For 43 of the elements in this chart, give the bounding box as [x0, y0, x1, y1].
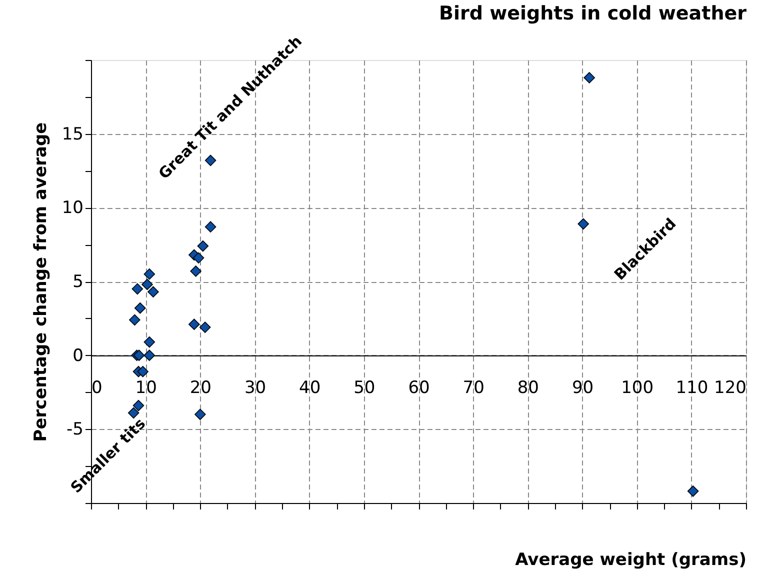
- x-tick-label: 50: [354, 378, 376, 398]
- y-tick-label: 5: [72, 272, 84, 292]
- x-tick-label: 120: [714, 378, 746, 398]
- point: [578, 218, 589, 230]
- y-tick-label: -5: [66, 420, 84, 440]
- point: [584, 72, 595, 84]
- x-tick-label: 110: [676, 378, 708, 398]
- y-axis-title: Percentage change from average: [30, 122, 51, 442]
- x-tick-label: 30: [244, 378, 266, 398]
- point: [148, 286, 159, 298]
- point: [134, 302, 146, 314]
- x-tick-label: 0: [92, 378, 102, 398]
- x-tick-label: 100: [621, 378, 654, 398]
- x-tick-label: 20: [190, 378, 212, 398]
- point: [199, 322, 211, 333]
- x-tick-label: 70: [462, 378, 484, 398]
- point: [188, 318, 200, 330]
- y-tick-label: 15: [62, 124, 84, 144]
- y-tick-label: 10: [62, 198, 84, 218]
- point: [144, 350, 156, 361]
- x-tick-label: 40: [299, 378, 321, 398]
- point: [128, 407, 140, 419]
- point: [129, 314, 140, 326]
- point: [132, 283, 144, 295]
- point: [197, 240, 209, 252]
- x-axis-title: Average weight (grams): [515, 550, 746, 570]
- point: [204, 221, 216, 233]
- x-tick-label: 90: [572, 378, 594, 398]
- chart-title: Bird weights in cold weather: [439, 2, 748, 25]
- point: [144, 336, 156, 348]
- point: [687, 486, 699, 497]
- point: [190, 266, 202, 277]
- point: [142, 278, 153, 290]
- point: [194, 408, 206, 420]
- y-tick-label: 0: [72, 346, 84, 366]
- x-tick-label: 60: [408, 378, 430, 398]
- x-tick-label: 10: [135, 378, 157, 398]
- point: [132, 400, 144, 412]
- point: [144, 268, 156, 280]
- point: [192, 252, 204, 264]
- point: [137, 366, 148, 378]
- x-tick-label: 80: [517, 378, 539, 398]
- point: [204, 154, 216, 166]
